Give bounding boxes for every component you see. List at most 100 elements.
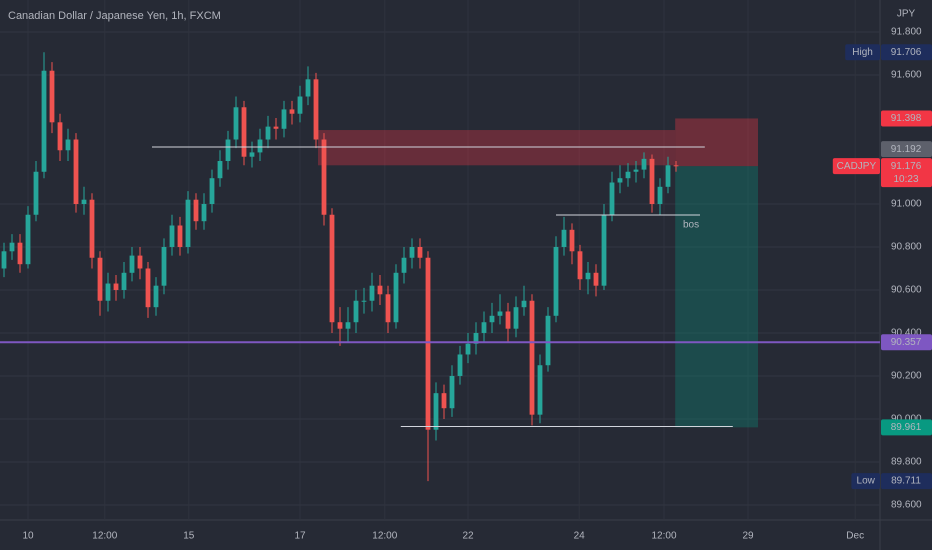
price-tag-name-box bbox=[851, 473, 880, 490]
candle-body bbox=[65, 139, 71, 151]
candle-body bbox=[185, 199, 191, 247]
candle-body bbox=[49, 70, 55, 123]
candle-body bbox=[417, 246, 423, 258]
candle-body bbox=[177, 225, 183, 247]
candle-body bbox=[497, 311, 503, 316]
countdown: 10:23 bbox=[893, 174, 918, 185]
candle-body bbox=[425, 257, 431, 430]
chart-title: Canadian Dollar / Japanese Yen, 1h, FXCM bbox=[8, 10, 221, 22]
candle-body bbox=[465, 343, 471, 355]
y-tick-label: 91.800 bbox=[891, 27, 922, 38]
price-tag-label: 89.711 bbox=[891, 476, 921, 487]
candle-body bbox=[41, 70, 47, 172]
zone bbox=[318, 130, 676, 166]
candle-body bbox=[617, 178, 623, 183]
candle-body bbox=[145, 268, 151, 308]
candle-body bbox=[9, 242, 15, 252]
candle-body bbox=[489, 315, 495, 323]
price-tag-label: 91.706 bbox=[891, 47, 922, 58]
candle-body bbox=[625, 171, 631, 179]
x-tick-label: 12:00 bbox=[92, 531, 117, 542]
candle-body bbox=[233, 107, 239, 140]
candle-body bbox=[361, 300, 367, 302]
candle-body bbox=[97, 257, 103, 301]
candle-body bbox=[505, 311, 511, 329]
candle-body bbox=[193, 199, 199, 222]
candle-body bbox=[513, 307, 519, 329]
candle-body bbox=[305, 79, 311, 97]
candle-body bbox=[169, 225, 175, 247]
candle-body bbox=[601, 214, 607, 286]
candle-body bbox=[249, 152, 255, 157]
candle-body bbox=[153, 285, 159, 308]
zone bbox=[675, 166, 758, 428]
candle-body bbox=[665, 165, 671, 187]
price-tag-name-box bbox=[845, 44, 880, 61]
x-tick-label: 12:00 bbox=[372, 531, 397, 542]
candle-body bbox=[201, 204, 207, 222]
candle-body bbox=[561, 229, 567, 247]
candle-body bbox=[81, 199, 87, 205]
candle-body bbox=[297, 96, 303, 114]
y-tick-label: 89.600 bbox=[891, 500, 922, 511]
x-tick-label: 24 bbox=[574, 531, 586, 542]
candle-body bbox=[537, 365, 543, 415]
x-tick-label: 17 bbox=[294, 531, 306, 542]
x-tick-label: 10 bbox=[22, 531, 34, 542]
candle-body bbox=[553, 246, 559, 316]
y-tick-label: 90.400 bbox=[891, 328, 922, 339]
candle-body bbox=[609, 182, 615, 215]
price-tag-label: 91.398 bbox=[891, 113, 922, 124]
candle-body bbox=[241, 107, 247, 157]
candle-body bbox=[529, 300, 535, 415]
x-tick-label: Dec bbox=[846, 531, 864, 542]
candle-body bbox=[385, 294, 391, 323]
candle-body bbox=[225, 139, 231, 162]
price-tag bbox=[881, 473, 932, 490]
candle-body bbox=[273, 126, 279, 129]
candle-body bbox=[473, 332, 479, 344]
price-tag-name: High bbox=[852, 47, 873, 58]
candle-body bbox=[121, 272, 127, 290]
candle-body bbox=[441, 393, 447, 409]
candle-body bbox=[33, 171, 39, 215]
y-tick-label: 91.600 bbox=[891, 70, 922, 81]
candle-body bbox=[209, 178, 215, 205]
price-tag-label: 91.192 bbox=[891, 144, 922, 155]
candle-body bbox=[1, 251, 7, 269]
price-tag bbox=[881, 141, 932, 158]
x-tick-label: 12:00 bbox=[651, 531, 676, 542]
candle-body bbox=[433, 393, 439, 430]
price-tag-name: CADJPY bbox=[837, 161, 877, 172]
candle-body bbox=[393, 272, 399, 323]
candle-body bbox=[633, 169, 639, 172]
price-tag bbox=[881, 158, 932, 188]
candle-body bbox=[129, 255, 135, 273]
candle-body bbox=[313, 79, 319, 140]
candle-body bbox=[481, 322, 487, 333]
candle-body bbox=[569, 229, 575, 252]
candle-body bbox=[89, 199, 95, 258]
candle-body bbox=[369, 285, 375, 301]
zone bbox=[675, 118, 758, 167]
price-tag bbox=[881, 44, 932, 61]
candle-body bbox=[57, 122, 63, 151]
candle-body bbox=[281, 109, 287, 129]
candle-body bbox=[449, 375, 455, 409]
candle-body bbox=[345, 322, 351, 329]
x-tick-label: 22 bbox=[462, 531, 474, 542]
price-tag bbox=[881, 110, 932, 127]
candle-body bbox=[401, 257, 407, 273]
y-tick-label: 90.600 bbox=[891, 285, 922, 296]
candle-body bbox=[265, 126, 271, 140]
price-tag bbox=[881, 419, 932, 436]
y-tick-label: 90.200 bbox=[891, 371, 922, 382]
candle-body bbox=[217, 161, 223, 179]
candle-body bbox=[137, 255, 143, 269]
candle-body bbox=[257, 139, 263, 153]
candle-body bbox=[289, 109, 295, 114]
candle-body bbox=[641, 158, 647, 170]
candle-body bbox=[161, 246, 167, 286]
candle-body bbox=[25, 214, 31, 265]
